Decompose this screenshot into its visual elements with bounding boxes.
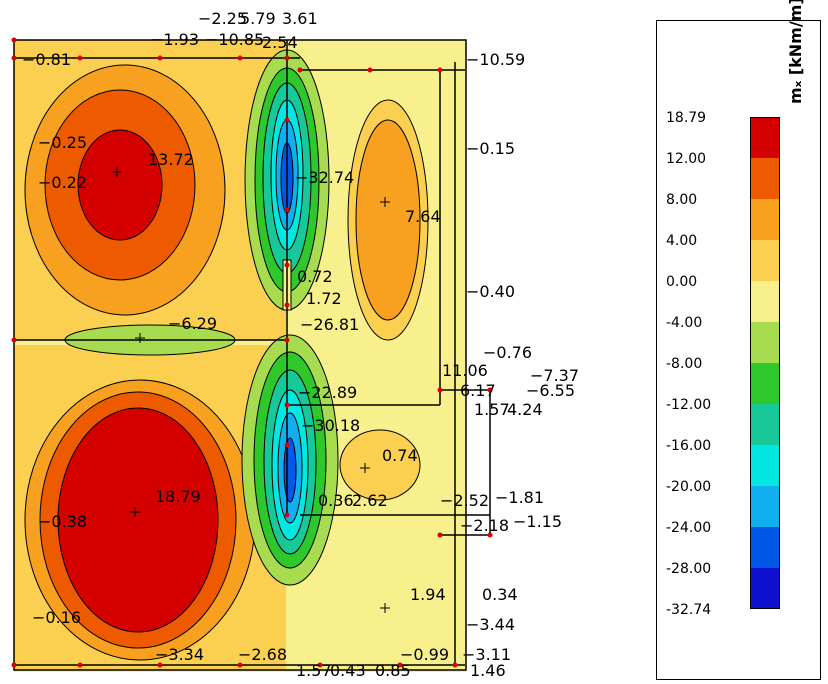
value-label: −2.68 <box>238 645 287 664</box>
value-label: 3.61 <box>282 9 318 28</box>
value-label: −1.81 <box>495 488 544 507</box>
value-label: 11.06 <box>442 361 488 380</box>
legend-swatch <box>750 363 780 404</box>
legend-tick: 4.00 <box>666 233 698 249</box>
legend-swatch <box>750 404 780 445</box>
legend-tick: -12.00 <box>666 397 712 413</box>
legend-unit-label: mₓ [kNm/m] <box>786 0 805 104</box>
value-labels: −2.25 5.79 3.61 −1.93 −10.85 2.54 −0.81 … <box>22 9 579 680</box>
contour-region <box>57 407 219 633</box>
value-label: −22.89 <box>298 383 357 402</box>
support-points <box>11 37 493 668</box>
value-label: 13.72 <box>148 150 194 169</box>
legend-tick: -24.00 <box>666 520 712 536</box>
value-label: −3.11 <box>462 645 511 664</box>
value-label: −0.99 <box>400 645 449 664</box>
value-label: 1.94 <box>410 585 446 604</box>
value-label: −2.18 <box>460 516 509 535</box>
legend-swatch <box>750 199 780 240</box>
legend-swatch <box>750 158 780 199</box>
legend-tick: -16.00 <box>666 438 712 454</box>
value-label: −6.29 <box>168 314 217 333</box>
legend-swatch <box>750 322 780 363</box>
value-label: −10.59 <box>466 50 525 69</box>
legend-swatch <box>750 445 780 486</box>
value-label: 1.72 <box>306 289 342 308</box>
value-label: −2.25 <box>198 9 247 28</box>
value-label: −0.15 <box>466 139 515 158</box>
value-label: −3.44 <box>466 615 515 634</box>
value-label: −30.18 <box>301 416 360 435</box>
value-label: 0.85 <box>375 661 411 680</box>
value-label: −10.85 <box>205 30 264 49</box>
value-label: −6.55 <box>526 381 575 400</box>
value-label: 2.54 <box>262 33 298 52</box>
value-label: −26.81 <box>300 315 359 334</box>
value-label: 0.74 <box>382 446 418 465</box>
value-label: 7.64 <box>405 207 441 226</box>
value-label: −0.16 <box>32 608 81 627</box>
value-label: −2.52 <box>440 491 489 510</box>
legend-tick: -8.00 <box>666 356 703 372</box>
value-label: 0.72 <box>297 267 333 286</box>
value-label: −32.74 <box>295 168 354 187</box>
contour-region <box>355 119 421 321</box>
value-label: 0.36 <box>318 491 354 510</box>
value-label: 0.34 <box>482 585 518 604</box>
legend-swatch <box>750 281 780 322</box>
legend-swatch <box>750 568 780 609</box>
value-label: −0.22 <box>38 173 87 192</box>
legend-tick: 8.00 <box>666 192 698 208</box>
legend-swatch <box>750 240 780 281</box>
legend-tick: -4.00 <box>666 315 703 331</box>
value-label: 5.79 <box>240 9 276 28</box>
legend-tick: -28.00 <box>666 561 712 577</box>
value-label: −1.15 <box>513 512 562 531</box>
legend-swatch <box>750 486 780 527</box>
value-label: 6.17 <box>460 381 496 400</box>
value-label: −0.76 <box>483 343 532 362</box>
contour-region <box>283 437 297 503</box>
legend-tick: 18.79 <box>666 110 707 126</box>
contour-region <box>339 429 421 501</box>
legend-bar-outline <box>750 117 780 609</box>
value-label: −0.38 <box>38 512 87 531</box>
legend-tick: -32.74 <box>666 602 712 618</box>
contour-region <box>77 129 163 241</box>
value-label: 1.57 <box>474 400 510 419</box>
value-label: 2.62 <box>352 491 388 510</box>
legend-tick: -20.00 <box>666 479 712 495</box>
value-label: 1.57 <box>296 661 332 680</box>
extremum-markers <box>112 167 390 613</box>
legend-tick: 12.00 <box>666 151 707 167</box>
value-label: 4.24 <box>507 400 543 419</box>
legend-tick: 0.00 <box>666 274 698 290</box>
value-label: 1.46 <box>470 661 506 680</box>
value-label: −0.81 <box>22 50 71 69</box>
value-label: −7.37 <box>530 366 579 385</box>
value-label: 0.43 <box>330 661 366 680</box>
value-label: −1.93 <box>150 30 199 49</box>
legend-panel <box>656 20 821 680</box>
contour-plot: −2.25 5.79 3.61 −1.93 −10.85 2.54 −0.81 … <box>11 9 579 680</box>
value-label: 18.79 <box>155 487 201 506</box>
legend-swatch <box>750 527 780 568</box>
value-label: −0.40 <box>466 282 515 301</box>
legend-swatch <box>750 117 780 158</box>
value-label: −3.34 <box>155 645 204 664</box>
value-label: −0.25 <box>38 133 87 152</box>
